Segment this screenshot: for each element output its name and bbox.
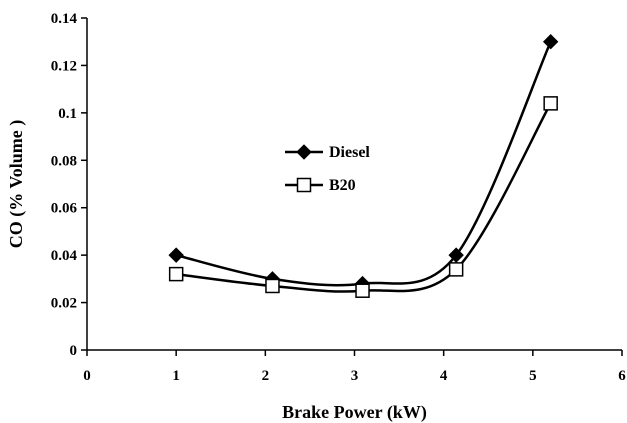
legend-item-diesel: Diesel [285,144,370,161]
legend-item-b20: B20 [285,177,356,194]
x-tick-label: 0 [83,368,91,384]
x-axis-title: Brake Power (kW) [282,402,427,423]
y-tick-label: 0.02 [51,296,77,312]
y-tick-label: 0.04 [51,248,78,264]
series-group [168,34,559,298]
series-diesel [168,34,559,292]
x-tick-label: 5 [529,368,537,384]
x-tick-label: 4 [440,368,448,384]
y-tick-label: 0 [70,343,78,359]
y-tick-label: 0.08 [51,153,77,169]
data-point [265,278,280,294]
x-tick-label: 1 [172,368,180,384]
y-tick-label: 0.12 [51,58,77,74]
legend-marker [296,177,312,193]
x-ticks: 0 1 2 3 4 5 6 [83,350,626,384]
y-tick-label: 0.1 [58,106,77,122]
x-tick-label: 3 [351,368,359,384]
series-b20 [168,96,558,298]
data-point [448,262,464,277]
legend-label: B20 [329,177,356,194]
data-point [543,96,558,111]
x-tick-label: 2 [262,368,270,384]
series-line [176,102,552,293]
y-axis-title: CO (% Volume ) [6,120,27,249]
data-point [355,283,370,298]
data-point [168,266,184,282]
legend: Diesel B20 [285,144,370,194]
legend-label: Diesel [329,144,370,161]
y-tick-label: 0.14 [51,11,78,27]
data-point [542,34,559,50]
data-point [168,247,184,263]
legend-marker [296,144,312,160]
y-tick-label: 0.06 [51,201,78,217]
x-tick-label: 6 [618,368,626,384]
y-ticks: 0 0.02 0.04 0.06 0.08 0.1 0.12 0.14 [51,11,87,359]
series-line [175,41,552,287]
